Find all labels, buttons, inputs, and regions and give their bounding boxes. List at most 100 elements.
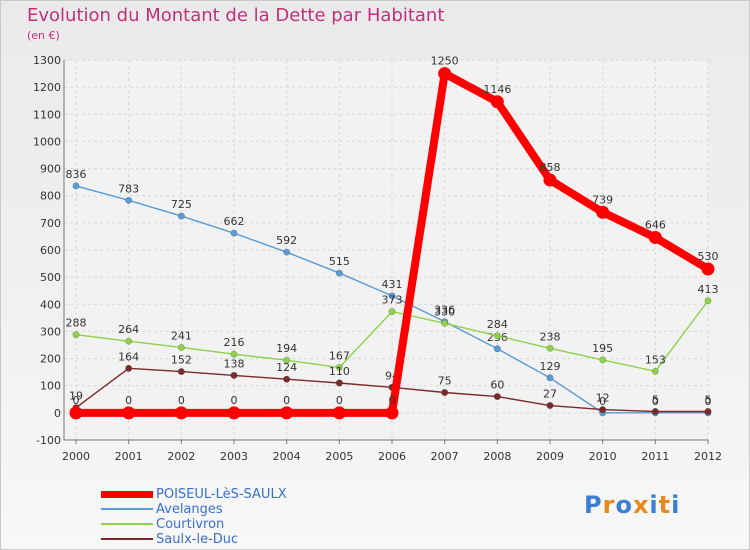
proxiti-logo: Proxiti: [584, 491, 680, 519]
data-point: [385, 406, 399, 420]
data-label: 530: [698, 250, 719, 263]
data-point: [335, 269, 343, 277]
logo-letter: r: [602, 491, 616, 519]
y-tick-label: 800: [40, 190, 61, 203]
y-tick-label: -100: [36, 434, 61, 447]
data-label: 373: [382, 294, 403, 307]
data-point: [599, 406, 607, 414]
y-tick-label: 200: [40, 353, 61, 366]
data-point: [230, 350, 238, 358]
data-label: 725: [171, 198, 192, 211]
data-point: [704, 297, 712, 305]
data-label: 0: [599, 395, 606, 408]
y-tick-label: 1000: [33, 135, 61, 148]
data-point: [230, 229, 238, 237]
data-point: [280, 406, 294, 420]
data-label: 1250: [431, 55, 459, 68]
data-point: [125, 337, 133, 345]
legend-label-avelanges: Avelanges: [156, 502, 223, 517]
chart-subtitle: (en €): [27, 29, 60, 42]
data-label: 264: [118, 323, 139, 336]
data-label: 1146: [483, 83, 511, 96]
data-label: 0: [283, 394, 290, 407]
data-point: [546, 344, 554, 352]
data-label: 138: [224, 357, 245, 370]
x-tick-label: 2009: [536, 450, 564, 463]
x-tick-label: 2003: [220, 450, 248, 463]
data-label: 75: [438, 375, 452, 388]
y-tick-label: 100: [40, 380, 61, 393]
data-label: 0: [231, 394, 238, 407]
data-label: 153: [645, 353, 666, 366]
x-tick-label: 2010: [589, 450, 617, 463]
x-tick-label: 2002: [167, 450, 195, 463]
data-label: 164: [118, 350, 139, 363]
logo-letter: x: [632, 491, 650, 519]
data-point: [335, 379, 343, 387]
data-label: 5: [705, 394, 712, 407]
x-tick-label: 2004: [273, 450, 301, 463]
data-point: [651, 367, 659, 375]
data-point: [704, 407, 712, 415]
y-tick-label: 1200: [33, 81, 61, 94]
data-label: 5: [652, 394, 659, 407]
y-tick-label: 1300: [33, 54, 61, 67]
chart-title: Evolution du Montant de la Dette par Hab…: [27, 5, 445, 26]
data-label: 858: [540, 161, 561, 174]
data-point: [177, 343, 185, 351]
data-label: 0: [125, 394, 132, 407]
data-label: 431: [382, 278, 403, 291]
logo-letter: P: [584, 491, 603, 519]
data-point: [283, 248, 291, 256]
data-point: [283, 356, 291, 364]
data-label: 238: [540, 330, 561, 343]
data-label: 330: [434, 305, 455, 318]
legend-swatch-avelanges: [101, 508, 153, 510]
data-point: [230, 371, 238, 379]
data-label: 413: [698, 283, 719, 296]
legend-swatch-poiseul: [101, 490, 153, 498]
data-label: 739: [592, 193, 613, 206]
data-point: [441, 388, 449, 396]
legend-label-saulx: Saulx-le-Duc: [156, 532, 239, 547]
y-tick-label: 400: [40, 298, 61, 311]
data-point: [493, 345, 501, 353]
data-label: 0: [178, 394, 185, 407]
data-label: 288: [66, 317, 87, 330]
y-tick-label: 900: [40, 163, 61, 176]
data-point: [438, 67, 452, 81]
data-label: 167: [329, 350, 350, 363]
logo-letter: i: [671, 491, 681, 519]
data-label: 646: [645, 219, 666, 232]
data-label: 60: [490, 379, 504, 392]
data-point: [388, 308, 396, 316]
data-point: [283, 375, 291, 383]
x-tick-label: 2007: [431, 450, 459, 463]
x-tick-label: 2012: [694, 450, 722, 463]
data-label: 592: [276, 234, 297, 247]
data-point: [441, 319, 449, 327]
y-tick-label: 1100: [33, 108, 61, 121]
data-point: [332, 406, 346, 420]
data-label: 27: [543, 388, 557, 401]
data-point: [493, 393, 501, 401]
y-tick-label: 700: [40, 217, 61, 230]
x-tick-label: 2011: [641, 450, 669, 463]
logo-letter: i: [649, 491, 659, 519]
y-tick-label: 300: [40, 325, 61, 338]
data-point: [125, 364, 133, 372]
data-point: [72, 182, 80, 190]
data-point: [125, 196, 133, 204]
data-label: 662: [224, 215, 245, 228]
data-label: 241: [171, 329, 192, 342]
x-tick-label: 2008: [483, 450, 511, 463]
data-point: [335, 364, 343, 372]
data-label: 783: [118, 182, 139, 195]
legend-swatch-saulx: [101, 538, 153, 540]
data-label: 0: [73, 394, 80, 407]
data-label: 515: [329, 255, 350, 268]
data-label: 0: [705, 395, 712, 408]
data-label: 216: [224, 336, 245, 349]
data-point: [596, 205, 610, 219]
